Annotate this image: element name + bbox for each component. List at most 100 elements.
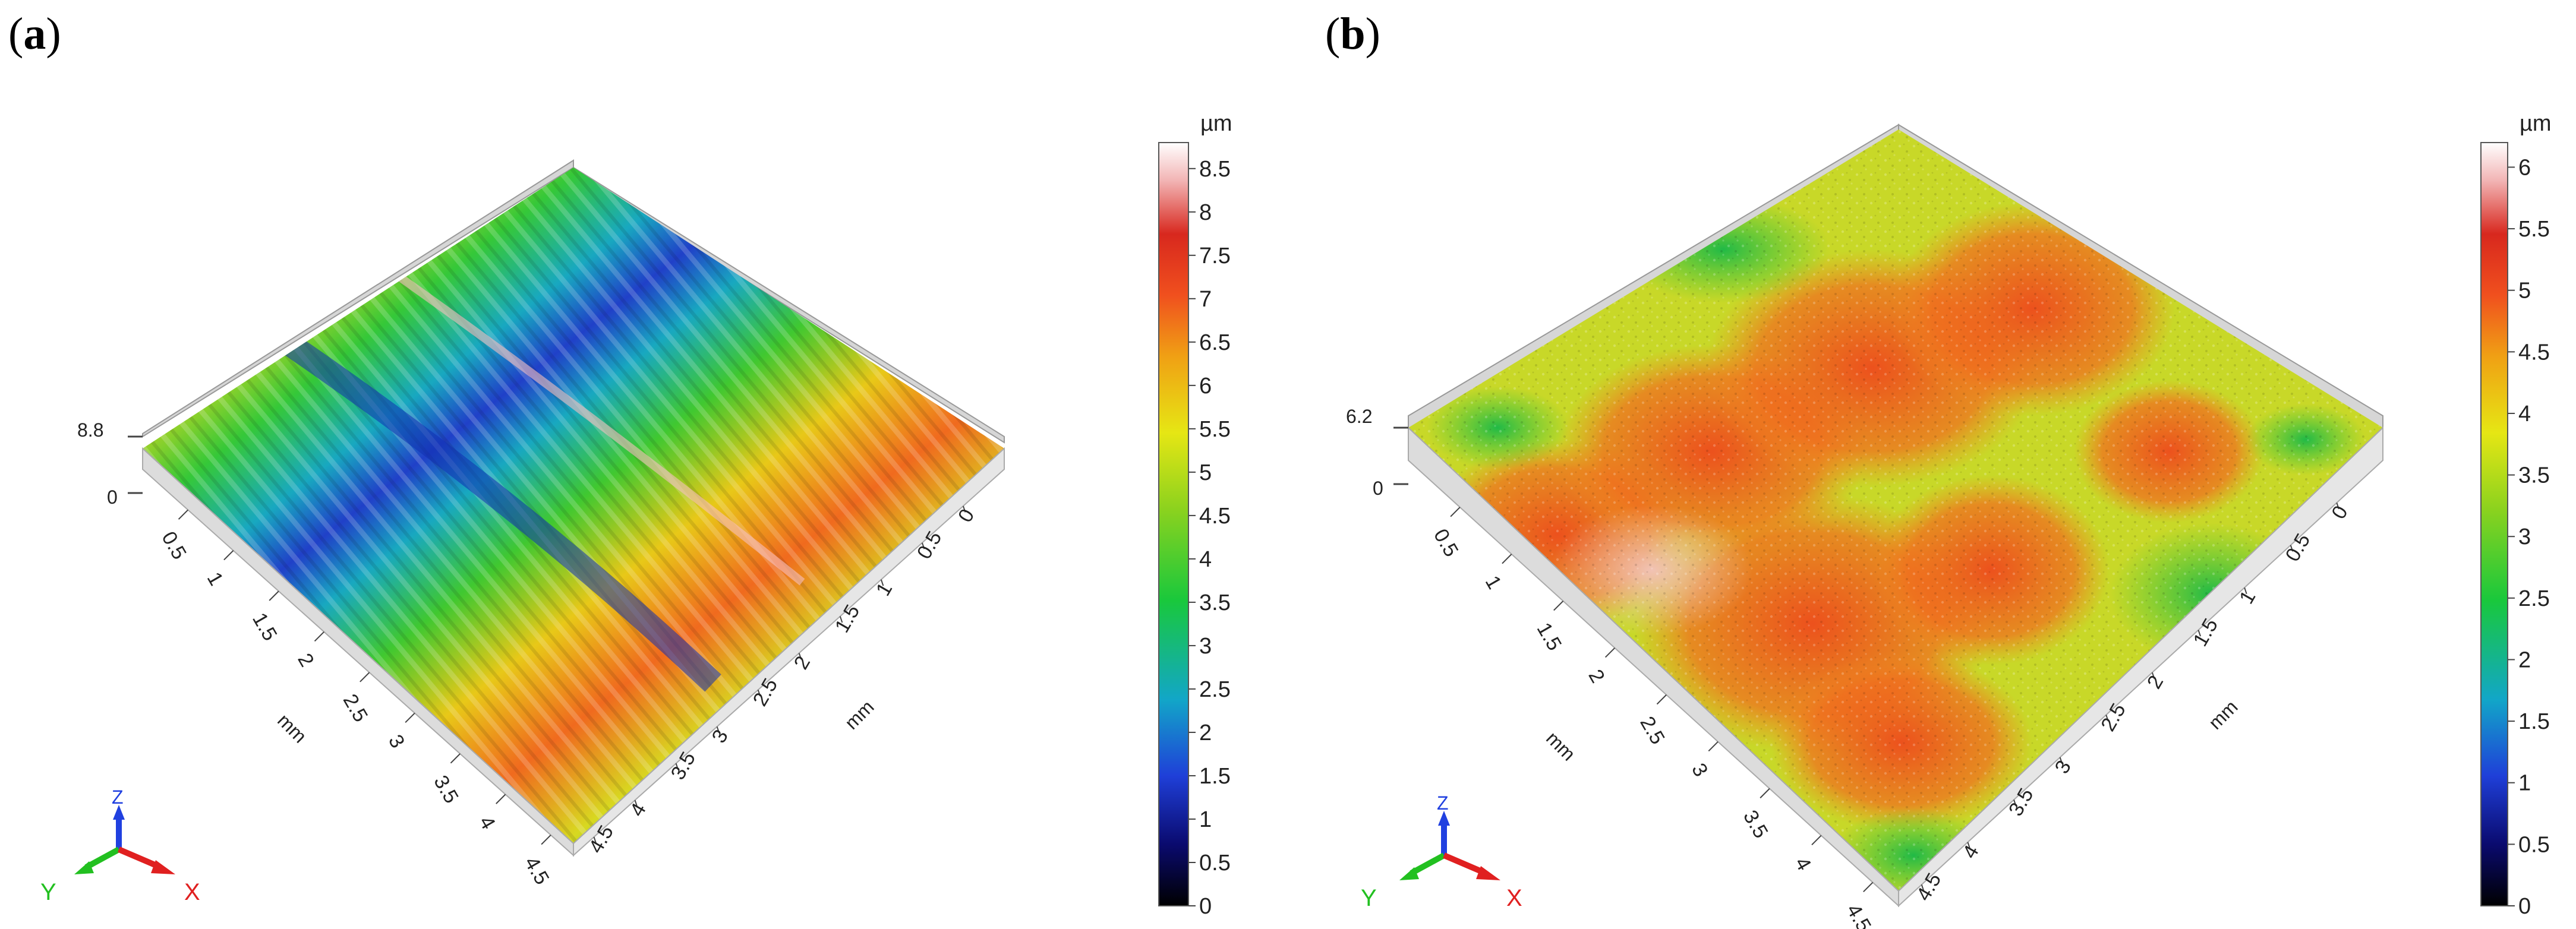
axis-tick-mark: [178, 509, 189, 520]
right-axis-unit: mm: [2204, 696, 2241, 734]
colorbar-tick-label: 2.5: [1199, 677, 1231, 702]
axis-tick-mark: [2336, 503, 2339, 510]
axis-tick-label: 2: [790, 652, 815, 673]
colorbar-tick-label: 2.5: [2518, 586, 2550, 611]
back-wall-left: [142, 159, 574, 438]
axis-tick-label: 2: [1584, 666, 1609, 687]
colorbar-tick-label: 8.5: [1199, 157, 1231, 182]
surface-b: [1408, 129, 2383, 891]
axis-tick-mark: [450, 753, 461, 764]
axis-tick-label: 4: [475, 812, 500, 833]
axis-tick-mark: [223, 550, 234, 561]
axis-tick-label: 2.5: [1635, 713, 1669, 748]
axis-tick-label: 1: [1481, 572, 1506, 593]
panel-a: (a) 8.8 0 0.511.522.533.544.5 00.511.522…: [8, 9, 1232, 919]
colorbar-tick-label: 4: [2518, 402, 2531, 426]
triad-z-label: Z: [1437, 792, 1449, 814]
axis-tick-mark: [1656, 694, 1667, 705]
colorbar-tick-label: 2: [1199, 721, 1212, 745]
colorbar-tick-label: 4.5: [1199, 504, 1231, 529]
colorbar-tick-label: 2: [2518, 647, 2531, 672]
axis-tick-label: 0.5: [157, 527, 191, 563]
colorbar-tick-label: 7.5: [1199, 244, 1231, 268]
axis-tick-mark: [593, 836, 597, 843]
axis-tick-label: 1: [2235, 587, 2260, 608]
axis-tick-mark: [405, 712, 415, 723]
colorbar-tick-label: 6.5: [1199, 330, 1231, 355]
colorbar-tick-label: 6: [2518, 155, 2531, 180]
axis-tick-label: 1: [872, 579, 897, 599]
axis-tick-label: 4: [1790, 854, 1815, 874]
colorbar-tick-label: 0.5: [2518, 832, 2550, 857]
axis-tick-mark: [1450, 507, 1461, 517]
colorbar-tick-label: 3.5: [1199, 590, 1231, 615]
axis-tick-label: 0.5: [1429, 525, 1463, 561]
axis-tick-label: 3.5: [1739, 807, 1773, 842]
axis-tick-mark: [1553, 601, 1564, 611]
axis-tick-mark: [1811, 835, 1822, 846]
axis-tick-label: 1.5: [1533, 619, 1566, 655]
colorbar-tick-label: 1.5: [2518, 709, 2550, 734]
axis-tick-mark: [2151, 672, 2155, 679]
front-wall-right: [573, 447, 1005, 857]
axis-tick-mark: [716, 726, 720, 734]
axis-tick-mark: [2059, 757, 2063, 764]
axis-tick-mark: [1967, 842, 1970, 849]
axis-tick-label: 3: [384, 731, 409, 752]
axis-tick-mark: [963, 505, 966, 513]
axis-tick-mark: [1921, 884, 1925, 892]
axis-tick-label: 2.5: [339, 690, 373, 726]
axis-tick-mark: [839, 616, 843, 623]
axis-tick-label: 0: [2327, 502, 2352, 523]
colorbar-tick-label: 5.5: [2518, 217, 2550, 242]
colorbar-tick-label: 4.5: [2518, 340, 2550, 365]
axis-tick-mark: [1604, 647, 1616, 658]
triad-y-label: Y: [1361, 885, 1377, 911]
axis-tick-label: 1: [203, 568, 228, 589]
z-axis-bottom-label: 0: [1373, 478, 1383, 499]
surface-a: [143, 168, 1004, 843]
panel-b: (b) 6.2 0 0.5 1 1.5 2 2.5 3 3.5 4 4.5: [1325, 9, 2552, 929]
axis-tick-mark: [921, 542, 925, 549]
axis-tick-mark: [1502, 554, 1512, 564]
axis-tick-mark: [2244, 587, 2247, 595]
triad-z-label: Z: [112, 786, 124, 808]
axis-tick-mark: [269, 590, 279, 601]
colorbar-tick-label: 7: [1199, 287, 1212, 312]
colorbar-tick-label: 0.5: [1199, 851, 1231, 876]
colorbar-tick-label: 5: [2518, 279, 2531, 304]
axis-tick-label: 2: [293, 650, 318, 671]
axis-tick-mark: [314, 631, 324, 642]
z-axis-top-label: 8.8: [77, 419, 103, 441]
left-axis-unit: mm: [1542, 727, 1579, 764]
colorbar-unit: µm: [2520, 111, 2552, 136]
axis-tick-label: 3: [708, 726, 733, 747]
axis-tick-mark: [675, 763, 679, 770]
axis-tick-label: 4.5: [520, 853, 554, 889]
front-wall-right: [1898, 426, 2383, 908]
axis-tick-mark: [496, 794, 506, 804]
colorbar-tick-label: 6: [1199, 374, 1212, 399]
colorbar-tick-label: 1.5: [1199, 764, 1231, 789]
axis-tick-mark: [2105, 715, 2109, 722]
colorbar-tick-label: 5: [1199, 460, 1212, 485]
axis-tick-label: 3: [2051, 757, 2076, 778]
colorbar-tick-label: 1: [1199, 807, 1212, 832]
axis-triad: Z Y X: [1361, 792, 1522, 911]
axis-tick-mark: [360, 672, 370, 682]
colorbar-tick-label: 3.5: [2518, 463, 2550, 488]
triad-x-label: X: [1506, 885, 1522, 911]
z-axis-top-label: 6.2: [1346, 406, 1372, 427]
triad-y-label: Y: [40, 879, 56, 905]
right-axis-unit: mm: [840, 696, 878, 734]
colorbar-tick-label: 1: [2518, 771, 2531, 796]
z-axis-bottom-label: 0: [107, 486, 118, 508]
triad-x-label: X: [184, 879, 200, 905]
axis-tick-mark: [2290, 545, 2294, 552]
colorbar-tick-label: 8: [1199, 200, 1212, 225]
colorbar-tick-label: 3: [1199, 634, 1212, 659]
axis-tick-mark: [541, 835, 551, 845]
colorbar-a: µm 8.5 8 7.5 7 6.5 6 5.5 5 4.5 4 3.5 3 2.5 2 1.5 1 0.5 0: [1158, 111, 1232, 919]
axis-tick-mark: [2197, 630, 2201, 637]
